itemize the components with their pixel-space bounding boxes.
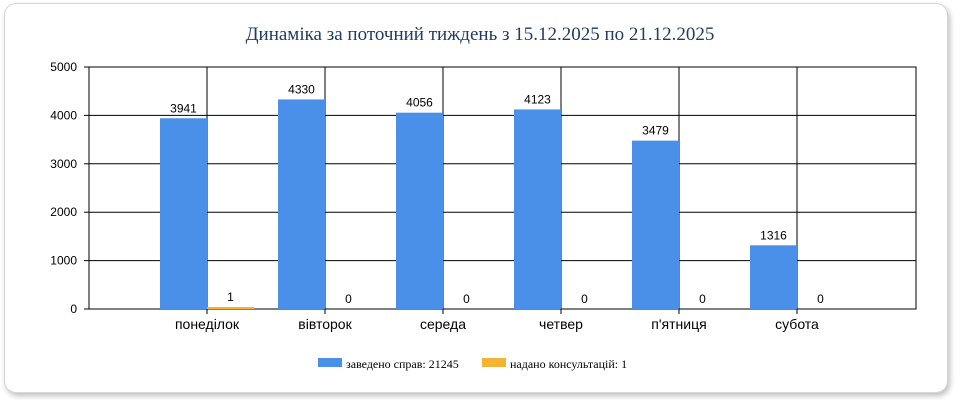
x-tick-label: п'ятниця [651,316,706,332]
y-tick-label: 4000 [50,108,77,122]
data-label: 4123 [524,92,551,106]
bar [278,99,325,309]
bar [396,112,443,309]
y-tick-label: 3000 [50,157,77,171]
bar [207,307,254,309]
legend-label: заведено справ: 21245 [346,357,459,371]
y-tick-label: 2000 [50,205,77,219]
y-tick-label: 0 [70,302,77,316]
data-label: 4056 [406,96,433,110]
plot-area [88,66,917,310]
bar [750,245,797,309]
data-label: 1316 [760,228,787,242]
y-tick-label: 1000 [50,254,77,268]
data-label: 0 [817,292,824,306]
data-label: 0 [581,292,588,306]
bar [514,109,561,309]
data-label: 1 [227,290,234,304]
x-tick-label: вівторок [298,316,352,332]
x-tick-label: середа [420,316,466,332]
data-label: 3941 [170,101,197,115]
x-tick-label: четвер [539,316,583,332]
data-label: 3479 [642,124,669,138]
data-label: 0 [463,292,470,306]
x-tick-label: субота [775,316,819,332]
bar [632,140,679,309]
data-label: 0 [345,292,352,306]
y-tick-label: 5000 [50,60,77,74]
data-label: 4330 [288,82,315,96]
data-label: 0 [699,292,706,306]
bar [160,118,207,309]
legend-swatch [482,358,506,367]
legend-swatch [318,358,342,367]
chart-title: Динаміка за поточний тиждень з 15.12.202… [245,24,715,45]
legend-label: надано консультацій: 1 [510,357,627,371]
x-tick-label: понеділок [175,316,240,332]
